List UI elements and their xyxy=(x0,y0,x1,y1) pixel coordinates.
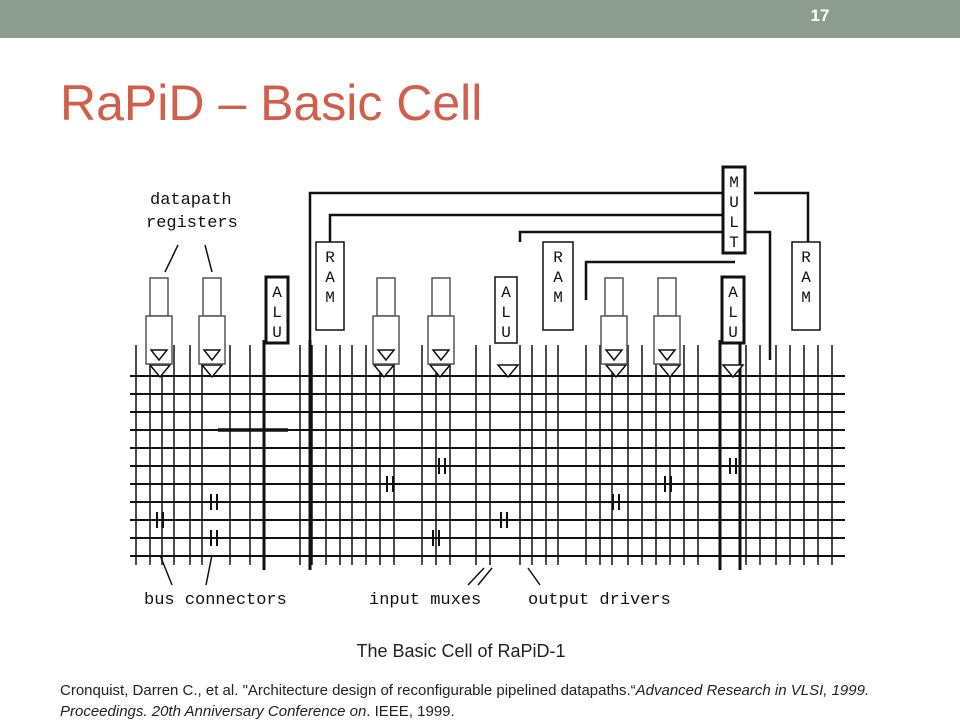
wire-top-1 xyxy=(308,191,722,560)
label-pointer xyxy=(164,244,179,273)
datapath-register xyxy=(376,277,396,317)
datapath-register-body xyxy=(427,315,455,365)
label-pointer xyxy=(204,244,213,273)
label-bus-connectors: bus connectors xyxy=(144,591,287,610)
register-arrow xyxy=(604,349,624,362)
ram-unit-letter: R xyxy=(801,249,811,267)
ram-unit-letter: M xyxy=(801,289,811,307)
input-mux xyxy=(200,364,224,379)
datapath-register-body xyxy=(372,315,400,365)
label-pointer xyxy=(477,567,493,586)
alu-unit xyxy=(494,276,518,344)
vertical-wires xyxy=(135,340,833,570)
label-input-muxes: input muxes xyxy=(369,591,481,610)
alu-unit-letter: A xyxy=(728,284,738,302)
mult-unit-letter: U xyxy=(729,194,739,212)
wire-top-3 xyxy=(328,213,722,245)
ram-unit-letter: R xyxy=(325,249,335,267)
label-datapath: datapath xyxy=(150,191,232,210)
register-arrow xyxy=(202,349,222,362)
bus-lines xyxy=(130,375,845,557)
ram-unit-letter: A xyxy=(325,269,335,287)
ram-unit xyxy=(791,241,821,331)
ram-unit-letter: A xyxy=(801,269,811,287)
datapath-register-body xyxy=(600,315,628,365)
top-routing-wires xyxy=(308,191,810,560)
label-pointer xyxy=(527,567,541,586)
datapath-register xyxy=(657,277,677,317)
alu-unit-letter: A xyxy=(501,284,511,302)
slide-title: RaPiD – Basic Cell xyxy=(60,75,483,131)
datapath-register xyxy=(149,277,169,317)
register-arrow xyxy=(149,349,169,362)
citation-suffix: . IEEE, 1999. xyxy=(366,703,455,720)
datapath-register xyxy=(431,277,451,317)
wire-top-5 xyxy=(584,260,735,300)
alu-unit xyxy=(720,275,746,345)
input-mux xyxy=(372,364,396,379)
input-mux xyxy=(658,364,682,379)
register-arrow xyxy=(431,349,451,362)
alu-unit-letter: U xyxy=(728,324,738,342)
datapath-register xyxy=(202,277,222,317)
datapath-register-body xyxy=(653,315,681,365)
datapath-registers-label: datapath registers xyxy=(146,191,238,233)
label-pointers xyxy=(159,244,541,586)
register-arrow xyxy=(657,349,677,362)
mult-unit-letter: T xyxy=(729,234,739,252)
wire-top-4 xyxy=(518,230,772,360)
input-mux xyxy=(721,364,745,379)
label-output-drivers: output drivers xyxy=(528,591,671,610)
mult-unit-letter: L xyxy=(729,214,739,232)
alu-unit-letter: L xyxy=(501,304,511,322)
ram-unit-letter: M xyxy=(325,289,335,307)
datapath-register-body xyxy=(198,315,226,365)
datapath-register-body xyxy=(145,315,173,365)
input-muxes xyxy=(148,364,745,546)
input-mux xyxy=(604,364,628,379)
figure-caption: The Basic Cell of RaPiD-1 xyxy=(356,641,566,661)
ram-unit-letter: M xyxy=(553,289,563,307)
label-pointer xyxy=(467,567,485,586)
mult-unit xyxy=(721,165,747,255)
alu-unit-letter: L xyxy=(728,304,738,322)
label-pointer xyxy=(205,554,213,586)
label-pointer xyxy=(159,554,173,586)
alu-unit-letter: U xyxy=(272,324,282,342)
ram-unit xyxy=(315,241,345,331)
datapath-register xyxy=(604,277,624,317)
alu-unit-letter: L xyxy=(272,304,282,322)
wire-top-2 xyxy=(754,191,810,245)
input-mux xyxy=(496,364,520,379)
ram-unit-letter: A xyxy=(553,269,563,287)
label-registers: registers xyxy=(146,214,238,233)
register-arrow xyxy=(376,349,396,362)
alu-unit-letter: U xyxy=(501,324,511,342)
ram-unit xyxy=(542,241,574,331)
input-mux xyxy=(148,364,172,379)
mult-unit-letter: M xyxy=(729,174,739,192)
header-bar xyxy=(0,0,960,38)
citation: Cronquist, Darren C., et al. "Architectu… xyxy=(60,680,920,722)
citation-venue: Advanced Research in VLSI, 1999. Proceed… xyxy=(60,682,870,720)
citation-prefix: Cronquist, Darren C., et al. "Architectu… xyxy=(60,682,636,699)
slide-number: 17 xyxy=(810,6,830,25)
alu-unit xyxy=(264,275,290,345)
ram-unit-letter: R xyxy=(553,249,563,267)
input-mux xyxy=(428,364,452,379)
alu-unit-letter: A xyxy=(272,284,282,302)
